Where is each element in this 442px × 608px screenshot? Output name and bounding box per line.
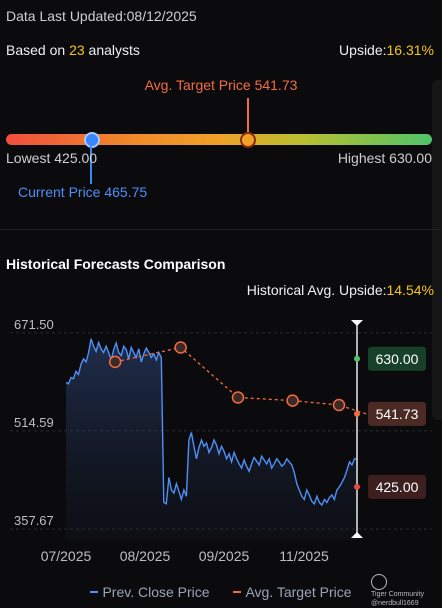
- chart-legend: Prev. Close Price Avg. Target Price: [0, 580, 442, 600]
- legend-target-label: Avg. Target Price: [245, 584, 352, 600]
- x-tick-label: 08/2025: [120, 548, 171, 564]
- target-point: [286, 394, 299, 407]
- historical-upside-text: Historical Avg. Upside:14.54%: [247, 282, 434, 298]
- target-line: [114, 346, 367, 415]
- highest-label: Highest 630.00: [337, 150, 432, 166]
- current-price-label: Current Price 465.75: [18, 184, 148, 200]
- watermark-line1: Tiger Community: [371, 591, 425, 598]
- upside-text: Upside:16.31%: [339, 42, 434, 58]
- date-marker-bottom-icon: [351, 532, 363, 538]
- x-tick-label: 11/2025: [279, 548, 329, 564]
- y-tick-label: 514.59: [14, 415, 54, 430]
- target-point: [108, 355, 122, 369]
- x-tick-label: 09/2025: [199, 548, 250, 564]
- current-price-marker[interactable]: [84, 132, 100, 148]
- historical-forecast-chart[interactable]: 671.50 514.59 357.67 630.00 541.73 425.00 07/2…: [0, 315, 442, 575]
- annotation-dot: [354, 410, 360, 417]
- x-tick-label: 07/2025: [41, 548, 92, 564]
- target-point: [332, 398, 346, 412]
- annotation-label: 630.00: [376, 351, 419, 367]
- date-marker-top-icon: [351, 320, 363, 326]
- price-line: [65, 338, 357, 507]
- target-marker[interactable]: [240, 132, 256, 148]
- legend-close-swatch: [90, 591, 99, 593]
- price-range-bar: [6, 134, 432, 145]
- annotation-box: [368, 474, 426, 499]
- analyst-count-text: Based on 23 analysts: [6, 42, 140, 58]
- panel-edge: [432, 80, 442, 420]
- annotation-dot: [354, 483, 360, 490]
- legend-target-swatch: [233, 591, 242, 593]
- target-point: [174, 341, 187, 354]
- target-point: [231, 391, 245, 404]
- historical-upside-value: 14.54%: [386, 282, 434, 298]
- annotation-dot: [354, 355, 360, 362]
- watermark: Tiger Community @nerdbull1669: [371, 574, 442, 608]
- legend-target[interactable]: Avg. Target Price: [233, 584, 352, 600]
- target-stem: [247, 98, 249, 138]
- price-area: [66, 338, 357, 540]
- annotation-label: 541.73: [376, 406, 419, 422]
- legend-close-label: Prev. Close Price: [102, 584, 210, 600]
- data-updated-text: Data Last Updated:08/12/2025: [6, 8, 197, 24]
- upside-label: Upside:: [339, 42, 387, 58]
- annotation-box: [368, 401, 426, 426]
- upside-value: 16.31%: [386, 42, 434, 58]
- current-stem: [90, 146, 92, 184]
- annotation-box: [368, 346, 426, 371]
- tiger-logo-icon: [371, 574, 387, 590]
- legend-close[interactable]: Prev. Close Price: [90, 584, 210, 600]
- avg-target-label: Avg. Target Price 541.73: [144, 77, 298, 93]
- updated-date: 08/12/2025: [126, 8, 197, 24]
- y-tick-label: 671.50: [14, 317, 54, 332]
- y-tick-label: 357.67: [14, 513, 54, 528]
- historical-title: Historical Forecasts Comparison: [6, 256, 226, 272]
- divider: [0, 229, 442, 230]
- analyst-count: 23: [69, 42, 85, 58]
- based-on-prefix: Based on: [6, 42, 66, 58]
- updated-label: Data Last Updated:: [6, 8, 127, 24]
- based-on-suffix: analysts: [88, 42, 140, 58]
- annotation-label: 425.00: [376, 479, 419, 495]
- watermark-line2: @nerdbull1669: [371, 600, 419, 607]
- lowest-label: Lowest 425.00: [6, 150, 98, 166]
- historical-upside-label: Historical Avg. Upside:: [246, 282, 387, 298]
